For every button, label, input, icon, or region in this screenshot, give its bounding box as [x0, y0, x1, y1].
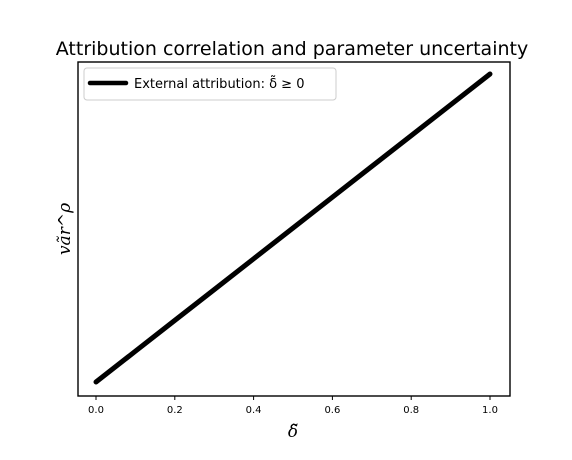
x-tick-label: 0.0 — [88, 405, 104, 416]
y-axis-label: vãr^ρ — [55, 203, 75, 255]
chart-title: Attribution correlation and parameter un… — [56, 38, 528, 60]
legend-box — [83, 67, 337, 101]
series-line — [93, 71, 493, 385]
x-axis-label: δ̃ — [288, 422, 298, 442]
x-tick-label: 0.4 — [246, 405, 262, 416]
x-axis-ticks: 0.0 0.2 0.4 0.6 0.8 1.0 — [88, 396, 498, 416]
legend-label: External attribution: δ̃ ≥ 0 — [134, 76, 304, 92]
x-tick-label: 0.8 — [403, 405, 419, 416]
legend: External attribution: δ̃ ≥ 0 — [83, 67, 337, 101]
x-tick-label: 0.2 — [167, 405, 183, 416]
x-tick-label: 1.0 — [482, 405, 498, 416]
series-layer — [93, 71, 493, 385]
x-tick-label: 0.6 — [324, 405, 340, 416]
